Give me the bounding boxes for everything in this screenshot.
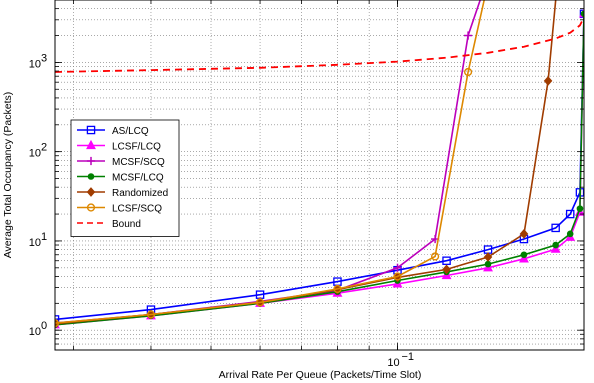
legend: AS/LCQ LCSF/LCQ MCSF/SCQ MCSF/LCQ Randomized… [70, 119, 180, 237]
legend-marker [86, 139, 96, 150]
legend-label: LCSF/SCQ [112, 204, 162, 215]
plot-frame [54, 0, 585, 351]
data-point [393, 263, 402, 272]
data-point [580, 10, 584, 18]
legend-label: MCSF/SCQ [112, 157, 165, 168]
legend-marker [86, 125, 96, 135]
legend-item: LCSF/LCQ [77, 139, 161, 153]
data-point [146, 310, 156, 319]
data-point [255, 298, 265, 307]
data-point [484, 260, 492, 268]
series-lcsf-scq [55, 0, 485, 328]
legend-item: Randomized [77, 187, 168, 199]
data-point [442, 264, 451, 275]
y-tick-exponent: 0 [41, 320, 47, 332]
y-tick-exponent: 3 [41, 52, 47, 64]
legend-item: LCSF/SCQ [77, 203, 162, 215]
legend-item: MCSF/SCQ [77, 156, 165, 168]
data-point [552, 241, 559, 249]
legend-label: AS/LCQ [112, 126, 149, 137]
y-tick-label: 10 [29, 58, 41, 70]
x-tick-label: 10 [387, 357, 399, 369]
data-point [463, 31, 473, 40]
data-point [550, 243, 561, 253]
y-tick-label: 10 [29, 148, 41, 160]
data-point [393, 272, 402, 281]
data-point [463, 67, 473, 77]
data-point [442, 256, 451, 265]
data-point [431, 252, 440, 261]
series-line [55, 0, 485, 324]
y-axis-title: Average Total Occupancy (Packets) [2, 92, 14, 259]
legend-label: MCSF/LCQ [112, 173, 164, 184]
legend-label: LCSF/LCQ [112, 142, 161, 153]
legend-item: Bound [77, 219, 141, 230]
legend-label: Randomized [112, 188, 168, 199]
y-tick-exponent: 2 [41, 142, 47, 154]
y-tick-label: 10 [29, 237, 41, 249]
data-point [519, 229, 529, 239]
legend-marker [87, 173, 95, 180]
data-point [576, 205, 584, 212]
y-tick-label: 10 [29, 326, 41, 338]
data-point [551, 223, 560, 233]
series-line [55, 13, 584, 326]
series-line [55, 16, 584, 73]
series-layer [55, 0, 584, 329]
data-point [579, 9, 584, 19]
x-tick-exponent: −1 [402, 351, 415, 363]
data-point [333, 284, 342, 294]
legend-item: MCSF/LCQ [77, 173, 164, 184]
data-point [519, 253, 529, 263]
legend-item: AS/LCQ [77, 125, 149, 137]
data-point [483, 252, 493, 262]
y-tick-exponent: 1 [41, 231, 47, 243]
data-point [520, 251, 528, 259]
data-point [543, 76, 553, 86]
legend-label: Bound [112, 219, 141, 230]
grid [55, 0, 584, 351]
legend-marker [86, 156, 96, 166]
series-bound [55, 16, 584, 73]
data-point [566, 230, 574, 238]
legend-marker [86, 203, 96, 212]
data-point [565, 209, 575, 219]
legend-marker [86, 187, 96, 197]
x-axis-title: Arrival Rate Per Queue (Packets/Time Slo… [219, 369, 422, 381]
data-point [55, 319, 60, 328]
